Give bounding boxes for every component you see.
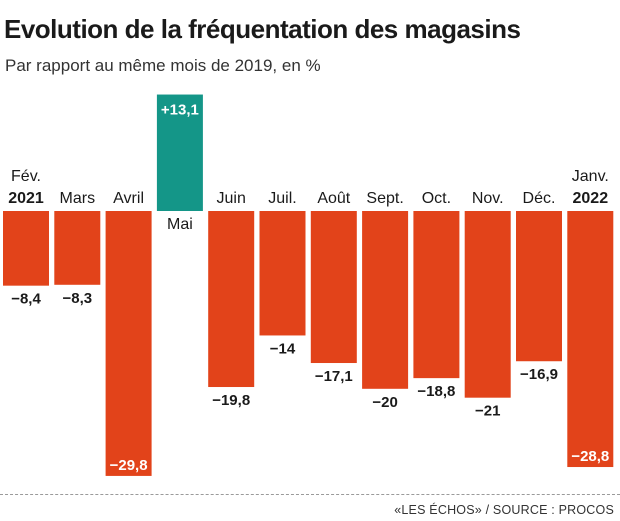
value-label-6: −14 [270,340,296,357]
category-label-11: Déc. [523,190,556,207]
source-note: «LES ÉCHOS» / SOURCE : PROCOS [394,503,614,517]
category-label-7: Août [317,190,350,207]
value-label-1: −8,4 [11,291,41,308]
category-label-6: Juil. [268,190,296,207]
bar-8 [362,211,409,389]
chart-subtitle: Par rapport au même mois de 2019, en % [5,56,321,75]
category-label-3: Avril [113,190,144,207]
category-label-12: Janv. [572,168,609,185]
value-label-10: −21 [475,403,500,420]
value-label-8: −20 [372,394,397,411]
value-label-7: −17,1 [315,368,353,385]
value-label-2: −8,3 [62,290,92,307]
category-label-1: Fév. [11,168,41,185]
category-label-9: Oct. [422,190,451,207]
bar-10 [464,211,511,398]
value-label-3: −29,8 [110,457,148,474]
bar-11 [516,211,562,362]
bar-5 [208,211,255,388]
category-label-4: Mai [167,216,193,233]
bar-1 [3,211,49,286]
bar-7 [310,211,357,364]
footer-divider [0,494,620,495]
value-label-11: −16,9 [520,366,558,383]
value-label-5: −19,8 [212,392,250,409]
bar-9 [413,211,460,379]
category-label-5: Juin [217,190,246,207]
year-label-12: 2022 [573,190,609,207]
year-label-1: 2021 [8,190,44,207]
category-label-8: Sept. [366,190,403,207]
bar-6 [259,211,306,336]
category-label-2: Mars [60,190,96,207]
value-label-9: −18,8 [417,383,455,400]
chart-title: Evolution de la fréquentation des magasi… [4,14,521,44]
bar-3 [105,211,152,476]
category-label-10: Nov. [472,190,504,207]
value-label-4: +13,1 [161,102,199,119]
bar-4 [156,94,203,211]
value-label-12: −28,8 [571,448,609,465]
bar-2 [54,211,101,285]
bar-12 [567,211,614,468]
